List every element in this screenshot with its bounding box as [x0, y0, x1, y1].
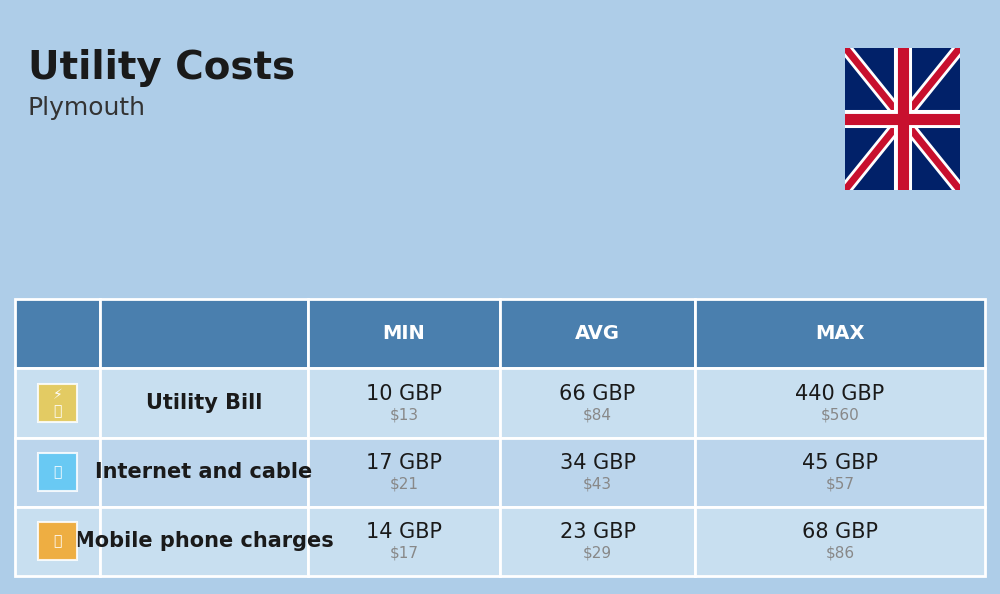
Bar: [695, 438, 985, 507]
Bar: [308, 507, 500, 576]
Text: 440 GBP: 440 GBP: [795, 384, 885, 404]
Text: $84: $84: [583, 407, 612, 422]
Text: $43: $43: [583, 476, 612, 492]
Text: 17 GBP: 17 GBP: [366, 453, 442, 473]
Text: Internet and cable: Internet and cable: [95, 462, 313, 482]
Bar: [38, 522, 77, 560]
Text: Utility Bill: Utility Bill: [146, 393, 262, 413]
Text: AVG: AVG: [575, 324, 620, 343]
Bar: [500, 299, 695, 368]
Bar: [100, 507, 308, 576]
Text: Mobile phone charges: Mobile phone charges: [74, 532, 334, 551]
Text: Utility Costs: Utility Costs: [28, 49, 295, 87]
Text: $560: $560: [821, 407, 859, 422]
Bar: [38, 384, 77, 422]
Bar: [308, 299, 500, 368]
Text: MIN: MIN: [383, 324, 425, 343]
Bar: [100, 368, 308, 438]
Bar: [500, 368, 695, 438]
Bar: [15, 299, 100, 368]
Text: $13: $13: [389, 407, 419, 422]
Text: $57: $57: [826, 476, 854, 492]
Text: 66 GBP: 66 GBP: [559, 384, 636, 404]
Text: $29: $29: [583, 546, 612, 561]
Text: MAX: MAX: [815, 324, 865, 343]
Text: Plymouth: Plymouth: [28, 96, 146, 120]
Bar: [500, 438, 695, 507]
Bar: [15, 368, 100, 438]
Text: $86: $86: [825, 546, 855, 561]
Text: 45 GBP: 45 GBP: [802, 453, 878, 473]
Text: 23 GBP: 23 GBP: [560, 522, 636, 542]
Text: ⚡
🔧: ⚡ 🔧: [53, 388, 62, 418]
Text: 68 GBP: 68 GBP: [802, 522, 878, 542]
Bar: [695, 507, 985, 576]
Bar: [695, 368, 985, 438]
Text: $17: $17: [390, 546, 418, 561]
Bar: [38, 453, 77, 491]
Bar: [100, 299, 308, 368]
Bar: [695, 299, 985, 368]
Text: 34 GBP: 34 GBP: [560, 453, 636, 473]
Bar: [100, 438, 308, 507]
Text: 10 GBP: 10 GBP: [366, 384, 442, 404]
Text: $21: $21: [390, 476, 418, 492]
Bar: [15, 507, 100, 576]
Text: 14 GBP: 14 GBP: [366, 522, 442, 542]
Bar: [308, 368, 500, 438]
Bar: [15, 438, 100, 507]
Text: 📡: 📡: [53, 465, 62, 479]
Text: 📱: 📱: [53, 535, 62, 548]
Bar: [500, 507, 695, 576]
Bar: [308, 438, 500, 507]
